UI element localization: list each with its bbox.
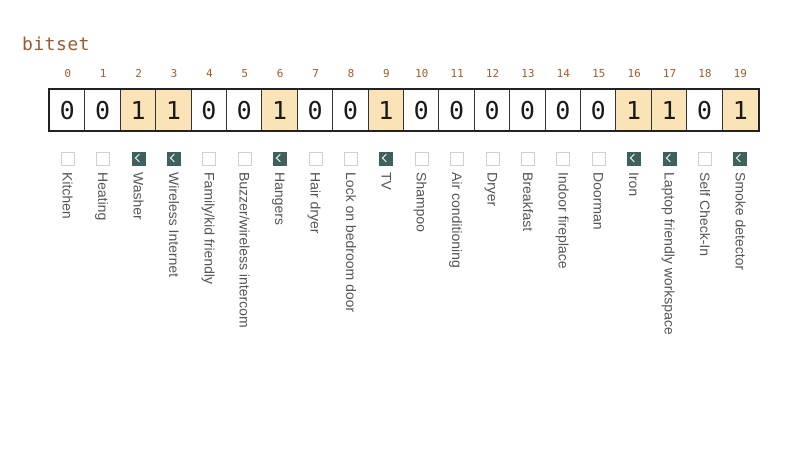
amenity-label: Self Check-In bbox=[696, 172, 713, 257]
bit-index: 13 bbox=[521, 67, 535, 80]
bit-index: 3 bbox=[170, 67, 178, 80]
checkbox-unchecked[interactable] bbox=[60, 152, 75, 166]
bit-index: 15 bbox=[592, 67, 606, 80]
checkbox-unchecked[interactable] bbox=[308, 152, 323, 166]
bit-cell: 0 bbox=[475, 90, 511, 130]
bit-index: 5 bbox=[241, 67, 248, 80]
checkbox-unchecked[interactable] bbox=[202, 152, 217, 166]
bit-cell: 1 bbox=[616, 90, 652, 130]
bit-index: 17 bbox=[662, 67, 677, 80]
bit-index: 16 bbox=[627, 67, 641, 80]
checkbox-unchecked[interactable] bbox=[96, 152, 111, 166]
checkbox-unchecked[interactable] bbox=[556, 152, 571, 166]
bit-cell: 1 bbox=[722, 90, 758, 130]
checkbox-unchecked[interactable] bbox=[414, 152, 429, 166]
bit-cell: 0 bbox=[298, 90, 334, 130]
bit-index: 7 bbox=[312, 67, 319, 80]
checkbox-checked[interactable] bbox=[273, 152, 288, 166]
bit-index: 2 bbox=[135, 67, 142, 80]
bit-cell: 0 bbox=[439, 90, 475, 130]
amenity-label: Iron bbox=[626, 172, 643, 197]
bit-cell: 1 bbox=[120, 90, 157, 130]
checkbox-checked[interactable] bbox=[627, 152, 642, 166]
amenity-label: Buzzer/wireless intercom bbox=[236, 172, 253, 328]
bit-cell: 0 bbox=[510, 90, 546, 130]
bit-cell: 0 bbox=[333, 90, 369, 130]
amenity-label: Shampoo bbox=[413, 172, 430, 232]
checkbox-checked[interactable] bbox=[131, 152, 146, 166]
bit-cell: 0 bbox=[546, 90, 581, 130]
checkbox-unchecked[interactable] bbox=[591, 152, 606, 166]
amenity-label: Laptop friendly workspace bbox=[661, 172, 678, 335]
checkbox-unchecked[interactable] bbox=[697, 152, 712, 166]
checkbox-unchecked[interactable] bbox=[520, 152, 535, 166]
bit-cell: 0 bbox=[687, 90, 723, 130]
bit-index: 10 bbox=[415, 67, 429, 80]
checkbox-checked[interactable] bbox=[379, 152, 394, 166]
checkbox-checked[interactable] bbox=[662, 152, 677, 166]
bit-cell: 0 bbox=[85, 90, 121, 130]
bit-index: 12 bbox=[485, 67, 500, 80]
amenity-label: Hair dryer bbox=[307, 172, 324, 234]
bit-cell: 1 bbox=[156, 90, 192, 130]
bit-cell: 0 bbox=[581, 90, 617, 130]
amenity-label: Doorman bbox=[590, 172, 607, 230]
bit-index: 1 bbox=[99, 67, 107, 80]
bit-cell: 1 bbox=[651, 90, 688, 130]
bit-cell: 0 bbox=[192, 90, 227, 130]
bit-index: 8 bbox=[347, 67, 355, 80]
amenity-label: Wireless Internet bbox=[165, 172, 182, 278]
diagram-title: bitset bbox=[22, 34, 91, 55]
bit-index: 6 bbox=[276, 67, 284, 80]
bit-index: 11 bbox=[450, 67, 464, 80]
checkbox-unchecked[interactable] bbox=[485, 152, 500, 166]
amenity-label: TV bbox=[378, 172, 395, 190]
bit-index: 18 bbox=[698, 67, 712, 80]
amenity-label: Family/kid friendly bbox=[201, 172, 218, 285]
amenity-label: Dryer bbox=[484, 172, 501, 207]
checkbox-unchecked[interactable] bbox=[343, 152, 358, 166]
bit-cell: 1 bbox=[368, 90, 404, 130]
bit-cell: 0 bbox=[50, 90, 86, 130]
bit-index: 19 bbox=[733, 67, 747, 80]
checkbox-unchecked[interactable] bbox=[450, 152, 465, 166]
checkbox-checked[interactable] bbox=[166, 152, 181, 166]
bit-cell: 0 bbox=[227, 90, 263, 130]
bit-cell: 1 bbox=[262, 90, 298, 130]
bit-index: 0 bbox=[64, 67, 71, 80]
amenity-label: Kitchen bbox=[59, 172, 76, 219]
amenity-label: Lock on bedroom door bbox=[342, 172, 359, 313]
amenity-label: Washer bbox=[130, 172, 147, 220]
amenity-label: Indoor fireplace bbox=[555, 172, 572, 269]
bit-cell: 0 bbox=[404, 90, 440, 130]
amenity-label: Smoke detector bbox=[732, 172, 749, 271]
checkbox-unchecked[interactable] bbox=[237, 152, 252, 166]
bit-index: 9 bbox=[382, 67, 390, 80]
amenity-label: Breakfast bbox=[519, 172, 536, 232]
bit-index: 14 bbox=[556, 67, 570, 80]
checkbox-checked[interactable] bbox=[733, 152, 748, 166]
bit-index: 4 bbox=[205, 67, 213, 80]
amenity-label: Heating bbox=[95, 172, 112, 221]
amenity-label: Air conditioning bbox=[449, 172, 466, 268]
amenity-label: Hangers bbox=[272, 172, 289, 225]
